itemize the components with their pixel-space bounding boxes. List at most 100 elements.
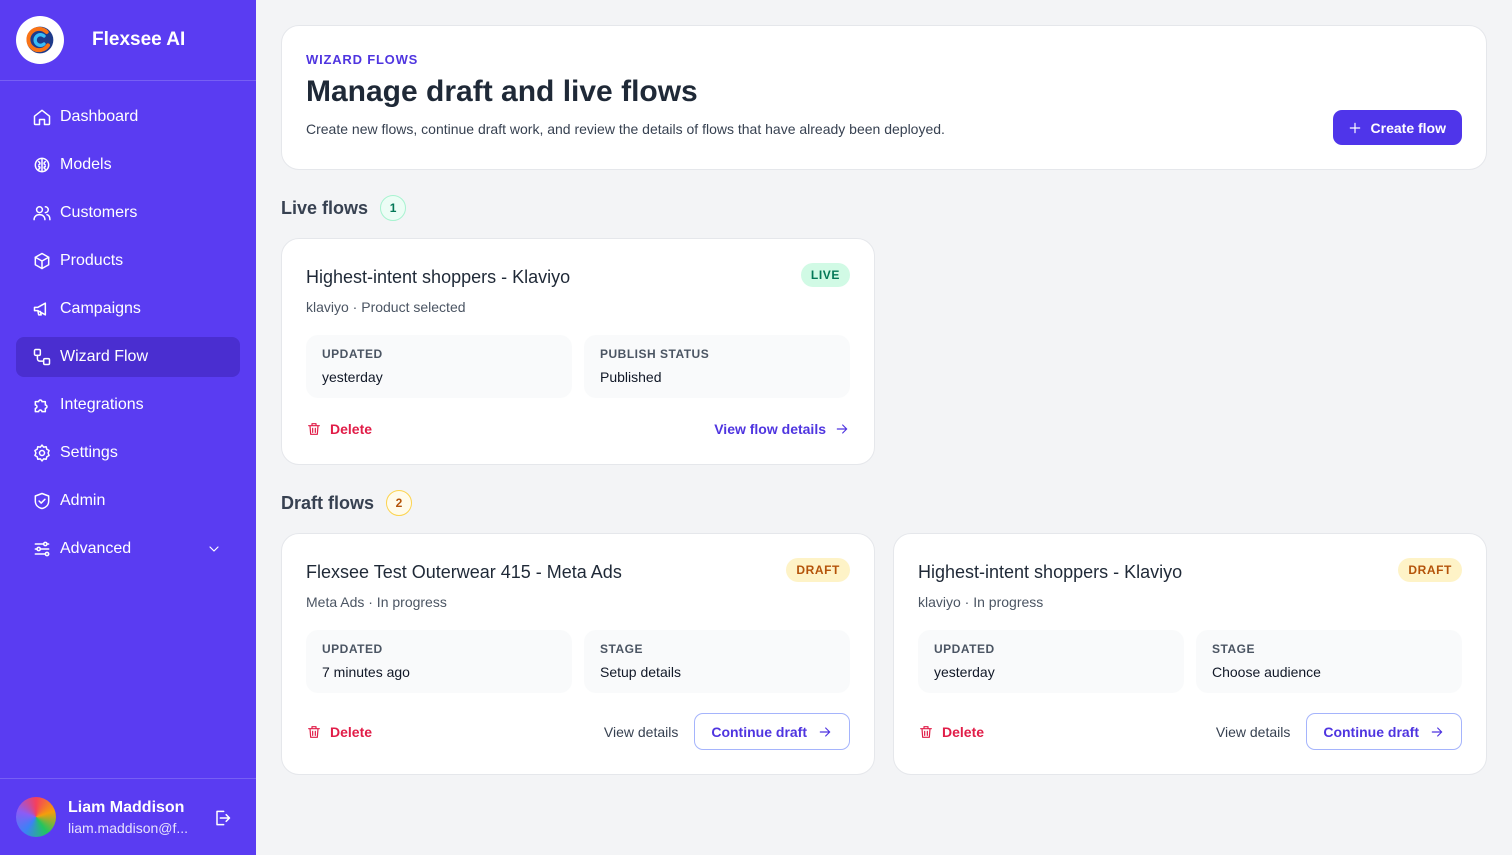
delete-button[interactable]: Delete xyxy=(306,724,372,740)
section-head: Live flows 1 xyxy=(281,194,1487,222)
status-badge: DRAFT xyxy=(1398,558,1462,582)
eyebrow: WIZARD FLOWS xyxy=(306,52,419,67)
card-footer: Delete View details Continue draft xyxy=(918,713,1462,750)
trash-icon xyxy=(308,423,320,435)
logo-mark xyxy=(26,26,54,54)
card-grid: Flexsee Test Outerwear 415 - Meta Ads DRA… xyxy=(281,533,1487,775)
field: STAGE Setup details xyxy=(584,630,850,693)
nav-label: Products xyxy=(60,252,124,269)
user: Liam Maddison liam.maddison@f... xyxy=(0,778,256,855)
brand: Flexsee AI xyxy=(0,0,256,81)
brand-name: Flexsee AI xyxy=(92,29,186,50)
field-label: UPDATED xyxy=(322,347,383,361)
continue-button[interactable]: Continue draft xyxy=(694,713,850,750)
nav-label: Campaigns xyxy=(60,300,141,317)
nav-item[interactable]: Campaigns xyxy=(16,289,240,329)
continue-button[interactable]: Continue draft xyxy=(1306,713,1462,750)
create-button[interactable]: Create flow xyxy=(1332,110,1462,145)
continue-label: Continue draft xyxy=(711,723,807,740)
field-value: Setup details xyxy=(600,664,681,680)
chevron xyxy=(209,546,219,552)
field: STAGE Choose audience xyxy=(1196,630,1462,693)
nav-item[interactable]: Settings xyxy=(16,433,240,473)
avatar xyxy=(16,797,56,837)
section-title: Draft flows xyxy=(281,492,375,513)
plus-icon xyxy=(1349,122,1360,133)
fields: UPDATED 7 minutes ago STAGE Setup details xyxy=(306,630,850,693)
user-name: Liam Maddison xyxy=(68,798,185,816)
sidebar: Flexsee AI Dashboard Models Customers Produc… xyxy=(0,0,256,855)
nav-item[interactable]: Admin xyxy=(16,481,240,521)
user-email: liam.maddison@f... xyxy=(68,819,189,836)
nav-icon xyxy=(33,302,47,316)
card-title: Flexsee Test Outerwear 415 - Meta Ads xyxy=(306,562,622,582)
flow-card: Highest-intent shoppers - Klaviyo DRAFT kl… xyxy=(893,533,1487,775)
nav-item[interactable]: Products xyxy=(16,241,240,281)
nav-icon xyxy=(33,206,51,221)
nav-item[interactable]: Wizard Flow xyxy=(16,337,240,377)
user-text: Liam Maddison liam.maddison@f... xyxy=(68,799,188,836)
arrow-icon xyxy=(819,726,831,737)
details-link[interactable]: View flow details xyxy=(714,421,850,437)
view-details[interactable]: View details xyxy=(1215,723,1291,740)
card-meta: Meta Ads · In progress xyxy=(306,594,447,610)
flow-card: Highest-intent shoppers - Klaviyo LIVE kla… xyxy=(281,238,875,465)
logout[interactable] xyxy=(212,808,232,828)
arrow-icon xyxy=(1431,726,1443,737)
nav-icon xyxy=(34,541,50,557)
section-count: 2 xyxy=(386,490,413,516)
nav-label: Models xyxy=(60,156,112,173)
delete-label: Delete xyxy=(942,723,985,740)
details-label: View flow details xyxy=(714,421,826,437)
header-card: WIZARD FLOWS Manage draft and live flows C… xyxy=(281,25,1487,170)
logo xyxy=(16,16,64,64)
field-label: UPDATED xyxy=(934,642,995,656)
card-grid: Highest-intent shoppers - Klaviyo LIVE kla… xyxy=(281,238,1487,465)
field-value: 7 minutes ago xyxy=(322,664,410,680)
trash-icon xyxy=(308,725,320,738)
section-count: 1 xyxy=(380,195,407,221)
nav-icon xyxy=(34,444,50,462)
status-badge: LIVE xyxy=(800,263,850,287)
nav-label: Dashboard xyxy=(60,108,139,125)
delete-button[interactable]: Delete xyxy=(918,724,984,740)
nav-item[interactable]: Advanced xyxy=(16,529,240,569)
nav-item[interactable]: Dashboard xyxy=(16,97,240,137)
section-head: Draft flows 2 xyxy=(281,489,1487,517)
field-label: STAGE xyxy=(1212,642,1255,656)
flow-section: Live flows 1 Highest-intent shoppers - Kla… xyxy=(281,194,1487,465)
card-footer: Delete View flow details xyxy=(306,418,850,440)
nav-item[interactable]: Customers xyxy=(16,193,240,233)
nav-item[interactable]: Integrations xyxy=(16,385,240,425)
nav-icon xyxy=(33,109,51,126)
nav-item[interactable]: Models xyxy=(16,145,240,185)
flow-section: Draft flows 2 Flexsee Test Outerwear 415 -… xyxy=(281,489,1487,775)
card-title: Highest-intent shoppers - Klaviyo xyxy=(306,267,571,287)
nav-icon xyxy=(34,157,50,173)
field: UPDATED 7 minutes ago xyxy=(306,630,572,693)
field-value: yesterday xyxy=(934,664,995,680)
nav-icon xyxy=(34,252,50,270)
field-label: STAGE xyxy=(600,642,643,656)
field-value: Published xyxy=(600,369,662,385)
create-label: Create flow xyxy=(1370,119,1446,136)
nav-label: Customers xyxy=(60,204,138,221)
field-value: Choose audience xyxy=(1212,664,1321,680)
nav-label: Integrations xyxy=(60,396,144,413)
nav-icon xyxy=(34,399,48,413)
nav-label: Admin xyxy=(60,492,106,509)
delete-button[interactable]: Delete xyxy=(306,421,372,437)
field: UPDATED yesterday xyxy=(306,335,572,398)
field-label: UPDATED xyxy=(322,642,383,656)
view-details[interactable]: View details xyxy=(603,723,679,740)
trash-icon xyxy=(920,725,932,738)
fields: UPDATED yesterday PUBLISH STATUS Published xyxy=(306,335,850,398)
field: UPDATED yesterday xyxy=(918,630,1184,693)
page-title: Manage draft and live flows xyxy=(306,75,698,108)
page-subtitle: Create new flows, continue draft work, a… xyxy=(306,121,945,137)
card-title: Highest-intent shoppers - Klaviyo xyxy=(918,562,1183,582)
arrow-icon xyxy=(836,424,848,434)
card-meta: klaviyo · Product selected xyxy=(306,299,466,315)
nav-label: Wizard Flow xyxy=(60,348,149,365)
